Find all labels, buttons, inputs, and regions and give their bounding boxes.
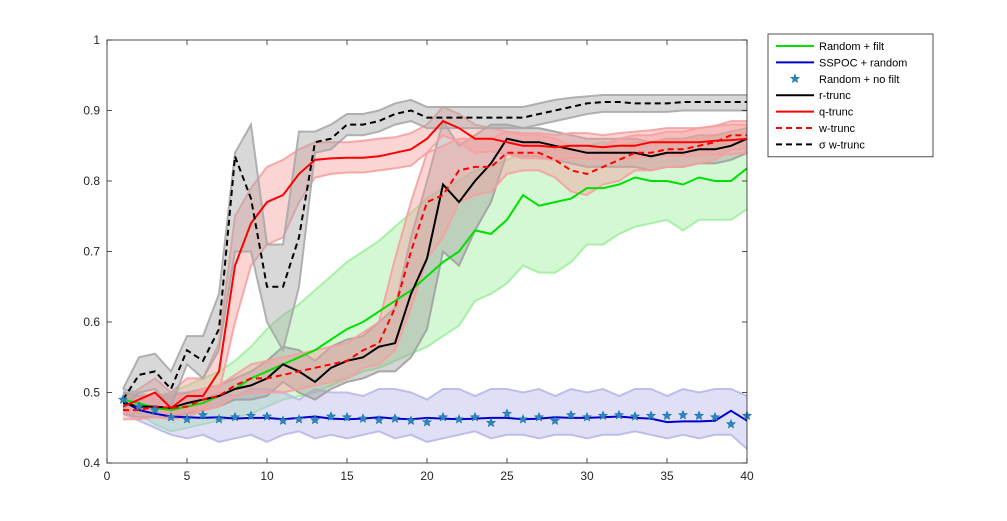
marker-point	[645, 410, 657, 421]
marker-point	[149, 404, 161, 415]
axes: 0 5 10 15 20 25 30 35 40 0.4 0.5 0.6 0.7 0.8 0.9 1	[83, 33, 754, 483]
marker-point	[421, 416, 433, 427]
series-line-sigma-w-trunc	[122, 101, 747, 401]
band-edge-upper-sspoc-random	[122, 387, 748, 401]
series-line-r-trunc	[122, 137, 748, 410]
series-line-sspoc-random	[122, 400, 748, 424]
marker-point	[181, 414, 193, 424]
marker-point	[581, 411, 593, 422]
y-tick-label: 0.8	[83, 174, 100, 188]
marker-point	[245, 410, 257, 421]
y-tick-label: 0.4	[83, 456, 100, 470]
band-edge-lower-sigma-w-trunc	[122, 109, 747, 411]
band-edge-lower-sspoc-random	[122, 412, 748, 450]
x-tick-label: 20	[420, 469, 434, 483]
band-sigma-w-trunc	[123, 95, 747, 411]
x-tick-label: 15	[340, 469, 354, 483]
marker-point	[325, 411, 337, 421]
marker-point	[677, 409, 689, 420]
marker-point	[485, 417, 497, 428]
marker-point	[517, 414, 529, 424]
marker-point	[565, 409, 577, 420]
x-tick-label: 25	[500, 469, 514, 483]
band-edge-lower-random-filt	[123, 208, 748, 433]
legend-label-w-trunc: w-trunc	[818, 123, 856, 135]
marker-point	[373, 414, 385, 425]
y-tick-label: 1	[93, 33, 100, 47]
legend-swatch-random-no-filt	[789, 73, 801, 84]
series-line-w-trunc	[123, 134, 747, 412]
y-tick-label: 0.6	[83, 315, 100, 329]
legend-label-q-trunc: q-trunc	[819, 107, 854, 119]
series-line-q-trunc	[122, 119, 748, 410]
band-edge-lower-q-trunc	[122, 133, 748, 419]
y-tick-label: 0.7	[83, 245, 100, 259]
marker-point	[165, 411, 177, 422]
marker-point	[661, 410, 673, 421]
legend-label-sspoc-random: SSPOC + random	[819, 57, 907, 69]
band-edge-upper-r-trunc	[122, 118, 748, 397]
plot-background	[107, 40, 747, 463]
band-edge-upper-q-trunc	[122, 105, 747, 401]
legend: Random + filt SSPOC + random Random + no f…	[767, 33, 934, 158]
marker-point	[469, 411, 481, 422]
x-tick-label: 5	[184, 469, 191, 483]
marker-point	[277, 415, 289, 425]
marker-point	[293, 414, 305, 424]
marker-point	[613, 409, 625, 420]
marker-point	[597, 410, 609, 421]
x-tick-label: 35	[660, 469, 674, 483]
x-tick-label: 30	[580, 469, 594, 483]
marker-point	[309, 414, 321, 425]
marker-point	[229, 411, 241, 422]
y-tick-label: 0.9	[83, 104, 100, 118]
legend-label-random-no-filt: Random + no filt	[819, 74, 899, 86]
marker-point	[549, 415, 561, 425]
marker-point	[501, 408, 513, 418]
legend-label-sigma-w-trunc: σ w-trunc	[819, 139, 865, 151]
marker-point	[197, 409, 209, 420]
marker-point	[357, 413, 369, 423]
marker-point	[341, 411, 353, 422]
series-lines	[122, 101, 748, 424]
band-w-trunc	[123, 121, 747, 420]
marker-point	[453, 414, 465, 424]
legend-label-r-trunc: r-trunc	[819, 90, 851, 102]
marker-point	[405, 415, 417, 425]
legend-label-random-filt: Random + filt	[819, 41, 884, 53]
marker-point	[533, 411, 545, 422]
marker-point	[389, 413, 401, 423]
x-tick-label: 0	[104, 469, 111, 483]
marker-point	[117, 394, 129, 404]
x-tick-label: 40	[740, 469, 754, 483]
x-tick-label: 10	[260, 469, 274, 483]
band-random-filt	[123, 131, 747, 432]
band-edge-lower-r-trunc	[122, 151, 748, 419]
band-edge-upper-random-filt	[123, 130, 748, 398]
marker-point	[629, 411, 641, 421]
marker-point	[693, 410, 705, 421]
series-markers	[117, 394, 753, 429]
band-q-trunc	[123, 107, 747, 418]
band-edge-lower-w-trunc	[123, 148, 747, 421]
marker-point	[213, 414, 225, 424]
marker-point	[261, 411, 273, 421]
marker-point	[133, 401, 145, 411]
marker-point	[709, 411, 721, 422]
band-edge-upper-sigma-w-trunc	[122, 94, 747, 390]
marker-point	[437, 411, 449, 422]
y-tick-label: 0.5	[83, 386, 100, 400]
band-edge-upper-w-trunc	[123, 120, 747, 401]
marker-point	[725, 418, 737, 429]
